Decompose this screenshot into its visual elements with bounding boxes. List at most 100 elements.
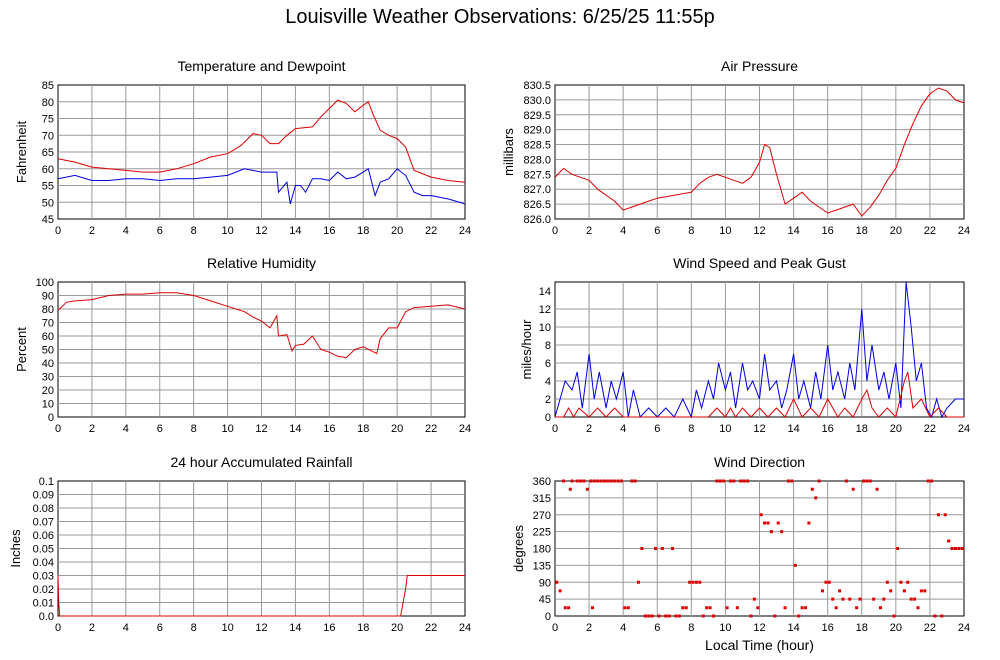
data-point bbox=[923, 589, 927, 593]
y-axis-label: millibars bbox=[501, 128, 516, 176]
x-tick-label: 20 bbox=[890, 225, 902, 237]
data-point bbox=[797, 614, 801, 618]
data-point bbox=[701, 614, 705, 618]
x-tick-label: 0 bbox=[55, 622, 61, 634]
data-point bbox=[633, 479, 637, 483]
data-point bbox=[831, 597, 835, 601]
y-tick-label: 826.5 bbox=[523, 199, 551, 211]
x-tick-label: 14 bbox=[787, 225, 799, 237]
data-point bbox=[606, 479, 610, 483]
data-point bbox=[878, 606, 882, 610]
data-point bbox=[590, 606, 594, 610]
y-tick-label: 829.0 bbox=[523, 125, 551, 137]
data-point bbox=[953, 547, 957, 550]
x-tick-label: 6 bbox=[157, 622, 163, 634]
y-tick-label: 45 bbox=[42, 214, 54, 226]
x-tick-label: 2 bbox=[586, 423, 592, 435]
y-tick-label: 0.1 bbox=[39, 476, 54, 488]
y-tick-label: 0.06 bbox=[33, 530, 54, 542]
data-point bbox=[780, 530, 784, 534]
x-tick-label: 16 bbox=[323, 622, 335, 634]
data-point bbox=[933, 614, 937, 618]
x-tick-label: 20 bbox=[391, 423, 403, 435]
data-point bbox=[769, 530, 773, 534]
x-tick-label: 16 bbox=[822, 622, 834, 634]
y-tick-label: 80 bbox=[42, 304, 54, 316]
data-point bbox=[892, 614, 896, 618]
data-point bbox=[855, 606, 859, 610]
y-tick-label: 225 bbox=[533, 527, 551, 539]
data-point bbox=[786, 479, 790, 483]
x-tick-label: 24 bbox=[958, 423, 970, 435]
series-line-red bbox=[555, 371, 964, 419]
y-tick-label: 0 bbox=[545, 412, 551, 424]
x-tick-label: 4 bbox=[620, 622, 626, 634]
x-tick-label: 8 bbox=[191, 225, 197, 237]
data-point bbox=[882, 597, 886, 601]
x-tick-label: 6 bbox=[654, 423, 660, 435]
data-point bbox=[793, 563, 797, 567]
data-point bbox=[674, 614, 678, 618]
data-point bbox=[563, 606, 567, 610]
x-tick-label: 18 bbox=[357, 622, 369, 634]
x-tick-label: 4 bbox=[123, 622, 129, 634]
x-tick-label: 20 bbox=[890, 423, 902, 435]
y-tick-label: 270 bbox=[533, 510, 551, 522]
y-tick-label: 70 bbox=[42, 130, 54, 142]
x-tick-label: 20 bbox=[391, 225, 403, 237]
y-tick-label: 827.5 bbox=[523, 169, 551, 181]
data-point bbox=[568, 487, 572, 491]
data-point bbox=[688, 580, 692, 584]
chart-title: Wind Direction bbox=[714, 454, 805, 470]
y-tick-label: 827.0 bbox=[523, 184, 551, 196]
data-point bbox=[616, 479, 620, 483]
series-line-blue bbox=[554, 281, 964, 419]
series-line-blue bbox=[57, 167, 466, 205]
data-point bbox=[957, 547, 961, 550]
x-tick-label: 0 bbox=[552, 622, 558, 634]
x-tick-label: 8 bbox=[688, 423, 694, 435]
data-point bbox=[694, 580, 698, 584]
y-tick-label: 135 bbox=[533, 560, 551, 572]
y-tick-label: 829.5 bbox=[523, 110, 551, 122]
data-point bbox=[827, 580, 831, 584]
data-point bbox=[691, 580, 695, 584]
x-tick-label: 4 bbox=[620, 423, 626, 435]
y-tick-label: 0.08 bbox=[33, 503, 54, 515]
data-point bbox=[930, 479, 934, 483]
data-point bbox=[567, 606, 571, 610]
data-point bbox=[919, 589, 923, 593]
y-tick-label: 20 bbox=[42, 385, 54, 397]
x-tick-label: 14 bbox=[289, 622, 301, 634]
y-tick-label: 12 bbox=[539, 304, 551, 316]
data-point bbox=[596, 479, 600, 483]
data-point bbox=[783, 606, 787, 610]
data-point bbox=[766, 521, 770, 525]
data-point bbox=[657, 614, 661, 618]
y-tick-label: 0.02 bbox=[33, 584, 54, 596]
y-tick-label: 826.0 bbox=[523, 214, 551, 226]
chart-title: Air Pressure bbox=[721, 58, 798, 74]
data-point bbox=[582, 479, 586, 483]
y-tick-label: 65 bbox=[42, 147, 54, 159]
data-point bbox=[643, 614, 647, 618]
data-point bbox=[677, 614, 681, 618]
y-tick-label: 90 bbox=[42, 291, 54, 303]
x-tick-label: 20 bbox=[890, 622, 902, 634]
y-tick-label: 2 bbox=[545, 394, 551, 406]
data-point bbox=[858, 597, 862, 601]
data-point bbox=[708, 606, 712, 610]
x-tick-label: 18 bbox=[856, 225, 868, 237]
x-tick-label: 0 bbox=[55, 225, 61, 237]
data-point bbox=[664, 614, 668, 618]
data-point bbox=[602, 479, 606, 483]
data-point bbox=[821, 589, 825, 593]
y-tick-label: 0.07 bbox=[33, 517, 54, 529]
data-point bbox=[742, 479, 746, 483]
data-point bbox=[899, 580, 903, 584]
data-point bbox=[950, 547, 954, 550]
x-tick-label: 24 bbox=[459, 225, 471, 237]
data-point bbox=[667, 614, 671, 618]
y-tick-label: 6 bbox=[545, 358, 551, 370]
